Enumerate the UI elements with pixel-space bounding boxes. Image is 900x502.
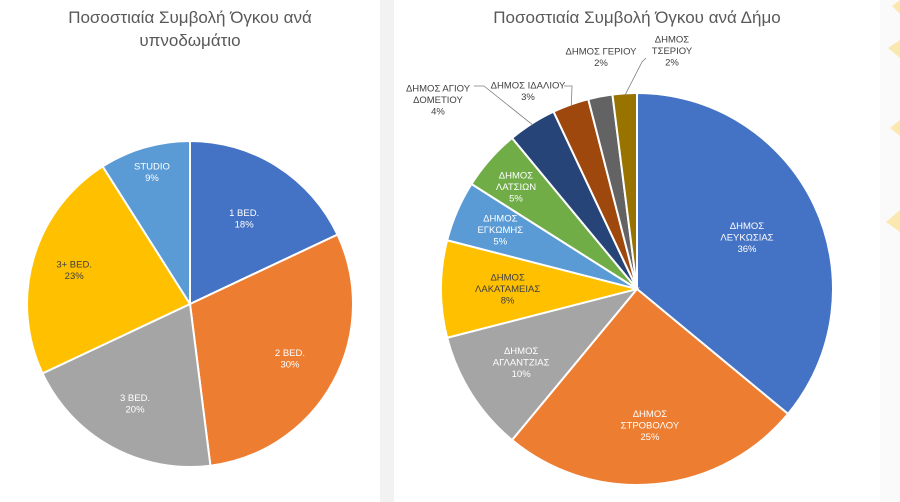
municipality-label-4: ΔΗΜΟΣ ΕΓΚΩΜΗΣ 5% xyxy=(477,213,523,247)
municipality-slice-9 xyxy=(611,91,638,290)
municipality-label-6: ΔΗΜΟΣ ΑΓΙΟΥ ΔΟΜΕΤΙΟΥ 4% xyxy=(406,84,471,118)
municipality-label-7: ΔΗΜΟΣ ΙΔΑΛΙΟΥ 3% xyxy=(491,80,566,103)
bedroom-pie-chart: 1 BED. 18% 2 BED. 30% 3 BED. 20% 3+ BED. 23% STU… xyxy=(26,139,354,468)
municipality-slice-0 xyxy=(636,91,834,416)
municipality-label-5: ΔΗΜΟΣ ΛΑΤΣΙΩΝ 5% xyxy=(496,171,536,205)
bedroom-label-0: 1 BED. 18% xyxy=(229,208,259,231)
window-edge-decoration xyxy=(880,0,900,502)
municipality-slice-3 xyxy=(440,239,638,339)
bedroom-label-2: 3 BED. 20% xyxy=(120,393,150,416)
bedroom-slice-1 xyxy=(188,233,354,467)
municipality-chart-panel: Ποσοστιαία Συμβολή Όγκου ανά Δήμο ΔΗΜΟΣ Λ… xyxy=(394,0,880,502)
municipality-label-9: ΔΗΜΟΣ ΤΣΕΡΙΟΥ 2% xyxy=(652,35,693,69)
bedroom-slice-0 xyxy=(189,139,339,306)
bedroom-label-4: STUDIO 9% xyxy=(134,161,170,184)
municipality-leader-line-9 xyxy=(624,57,647,96)
municipality-slice-2 xyxy=(445,287,640,442)
bedroom-chart-panel: Ποσοστιαία Συμβολή Όγκου ανά υπνοδωμάτιο… xyxy=(0,0,380,502)
bedroom-chart-title: Ποσοστιαία Συμβολή Όγκου ανά υπνοδωμάτιο xyxy=(0,6,380,52)
municipality-label-3: ΔΗΜΟΣ ΛΑΚΑΤΑΜΕΙΑΣ 8% xyxy=(475,273,540,307)
bedroom-label-3: 3+ BED. 23% xyxy=(56,260,92,283)
municipality-label-1: ΔΗΜΟΣ ΣΤΡΟΒΟΛΟΥ 25% xyxy=(621,409,680,443)
municipality-label-2: ΔΗΜΟΣ ΑΓΛΑΝΤΖΙΑΣ 10% xyxy=(493,346,550,380)
municipality-slice-1 xyxy=(510,287,790,486)
municipality-pie-chart: ΔΗΜΟΣ ΛΕΥΚΩΣΙΑΣ 36% ΔΗΜΟΣ ΣΤΡΟΒΟΛΟΥ 25% ΔΗΜΟΣ Α… xyxy=(406,35,834,486)
municipality-chart-title: Ποσοστιαία Συμβολή Όγκου ανά Δήμο xyxy=(394,6,880,29)
municipality-chart-title-line-1: Ποσοστιαία Συμβολή Όγκου ανά Δήμο xyxy=(493,8,781,27)
municipality-label-0: ΔΗΜΟΣ ΛΕΥΚΩΣΙΑΣ 36% xyxy=(720,221,773,255)
bedroom-label-1: 2 BED. 30% xyxy=(275,348,305,371)
bedroom-slice-2 xyxy=(41,302,212,468)
municipality-label-8: ΔΗΜΟΣ ΓΕΡΙΟΥ 2% xyxy=(566,46,638,69)
bedroom-chart-title-line-1: Ποσοστιαία Συμβολή Όγκου ανά xyxy=(68,8,312,27)
bedroom-slice-4 xyxy=(101,139,191,308)
municipality-leader-line-7 xyxy=(564,85,573,107)
bedroom-slice-3 xyxy=(26,164,192,375)
bedroom-chart-title-line-2: υπνοδωμάτιο xyxy=(139,31,241,50)
municipality-leader-line-6 xyxy=(474,85,534,126)
